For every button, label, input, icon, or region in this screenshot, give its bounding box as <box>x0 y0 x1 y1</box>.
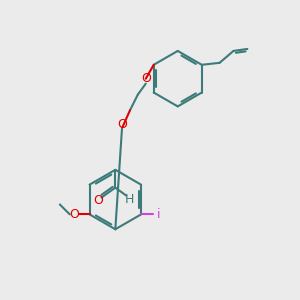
Text: O: O <box>94 194 103 207</box>
Text: i: i <box>157 208 161 221</box>
Text: O: O <box>69 208 79 221</box>
Text: O: O <box>141 72 151 85</box>
Text: H: H <box>124 193 134 206</box>
Text: O: O <box>117 118 127 131</box>
